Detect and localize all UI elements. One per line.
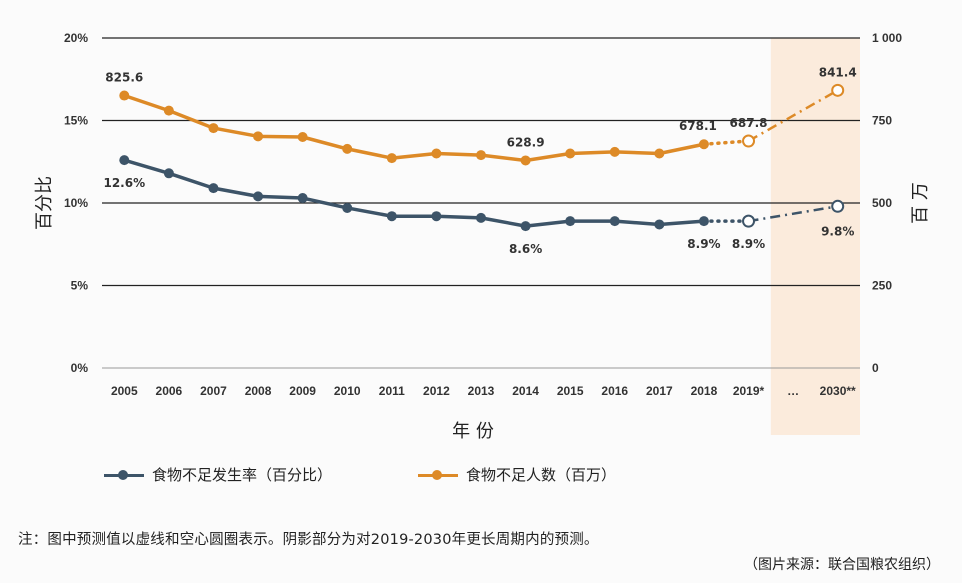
y-tick-right: 0	[872, 361, 879, 375]
x-tick: 2019*	[733, 384, 765, 398]
y-tick-right: 250	[872, 279, 892, 293]
data-point	[208, 123, 219, 134]
data-label: 628.9	[507, 135, 545, 149]
y-tick-left: 20%	[64, 31, 88, 45]
data-label: 687.8	[730, 116, 768, 130]
data-label: 678.1	[679, 119, 717, 133]
legend-swatch-rate	[104, 467, 144, 483]
x-tick: 2010	[334, 384, 361, 398]
series-line-0	[123, 158, 705, 228]
data-point	[342, 143, 353, 154]
data-point	[565, 216, 576, 227]
series-forecast-1	[747, 89, 839, 143]
data-point	[698, 216, 709, 227]
data-point	[163, 168, 174, 179]
y-tick-left: 15%	[64, 114, 88, 128]
data-point	[386, 211, 397, 222]
x-tick: 2012	[423, 384, 450, 398]
y-axis-right-ticks: 0 250 500 750 1 000	[872, 31, 902, 375]
x-tick: 2005	[111, 384, 138, 398]
data-label: 841.4	[819, 65, 857, 79]
x-tick: 2016	[601, 384, 628, 398]
data-point	[297, 132, 308, 142]
data-point	[742, 134, 756, 148]
data-point	[831, 199, 845, 213]
data-label: 8.6%	[509, 242, 542, 256]
y-tick-right: 750	[872, 114, 892, 128]
data-point	[520, 155, 531, 166]
data-point	[253, 191, 264, 202]
series-forecast-0	[748, 205, 838, 223]
data-point	[253, 131, 264, 142]
series-projection-1	[702, 139, 751, 146]
data-point	[431, 148, 442, 159]
legend: 食物不足发生率（百分比） 食物不足人数（百万）	[104, 464, 616, 485]
data-point	[476, 212, 486, 223]
legend-label-number: 食物不足人数（百万）	[466, 466, 617, 484]
x-tick: 2018	[691, 384, 718, 398]
data-point	[342, 202, 353, 213]
y-axis-left-title: 百分比	[34, 176, 55, 230]
x-tick: 2015	[557, 384, 584, 398]
series-layer: 12.6% 8.6% 8.9% 8.9% 9.8% 825.6 628.9 678.1 687.…	[103, 65, 856, 256]
grid	[102, 37, 860, 369]
data-point	[119, 90, 130, 101]
x-tick: 2009	[289, 384, 316, 398]
data-label: 8.9%	[687, 237, 720, 251]
projection-shade	[770, 38, 860, 435]
data-point	[565, 148, 576, 159]
legend-item-rate: 食物不足发生率（百分比）	[104, 464, 332, 485]
x-tick: 2011	[379, 384, 405, 398]
x-tick: 2007	[200, 384, 227, 398]
y-tick-right: 1 000	[872, 31, 902, 45]
data-point	[119, 155, 130, 166]
data-point	[654, 148, 665, 159]
data-label: 9.8%	[821, 224, 854, 238]
y-tick-left: 0%	[71, 361, 89, 375]
x-tick: …	[787, 384, 799, 398]
x-axis-ticks: 2005 2006 2007 2008 2009 2010 2011 2012 2013 2014…	[111, 384, 856, 398]
x-axis-title: 年 份	[452, 421, 494, 442]
data-point	[476, 150, 486, 161]
data-label: 825.6	[105, 71, 143, 85]
x-tick: 2008	[245, 384, 272, 398]
data-point	[386, 153, 397, 164]
x-tick: 2014	[512, 384, 539, 398]
series-line-1	[123, 93, 705, 163]
data-label: 8.9%	[732, 237, 765, 251]
y-tick-right: 500	[872, 196, 892, 210]
y-tick-left: 5%	[71, 279, 89, 293]
data-point	[297, 193, 308, 204]
data-point	[698, 139, 709, 150]
data-point	[163, 105, 174, 116]
x-tick: 2013	[468, 384, 495, 398]
legend-swatch-number	[418, 467, 459, 483]
y-axis-left-ticks: 0% 5% 10% 15% 20%	[64, 31, 88, 375]
data-point	[609, 216, 620, 227]
x-tick: 2017	[646, 384, 673, 398]
footnote: 注：图中预测值以虚线和空心圆圈表示。阴影部分为对2019-2030年更长周期内的…	[18, 532, 599, 548]
x-tick: 2006	[156, 384, 183, 398]
legend-item-number: 食物不足人数（百万）	[418, 464, 616, 485]
data-point	[831, 83, 845, 97]
y-axis-right-title: 百 万	[910, 182, 931, 224]
data-point	[520, 221, 531, 232]
source-credit: （图片来源：联合国粮农组织）	[744, 557, 940, 573]
data-point	[431, 211, 442, 222]
data-point	[742, 214, 756, 228]
data-point	[208, 183, 219, 194]
data-label: 12.6%	[103, 176, 145, 190]
y-tick-left: 10%	[64, 196, 88, 210]
legend-label-rate: 食物不足发生率（百分比）	[152, 466, 333, 484]
data-point	[654, 219, 665, 230]
x-tick: 2030**	[820, 384, 856, 398]
data-point	[609, 146, 620, 157]
